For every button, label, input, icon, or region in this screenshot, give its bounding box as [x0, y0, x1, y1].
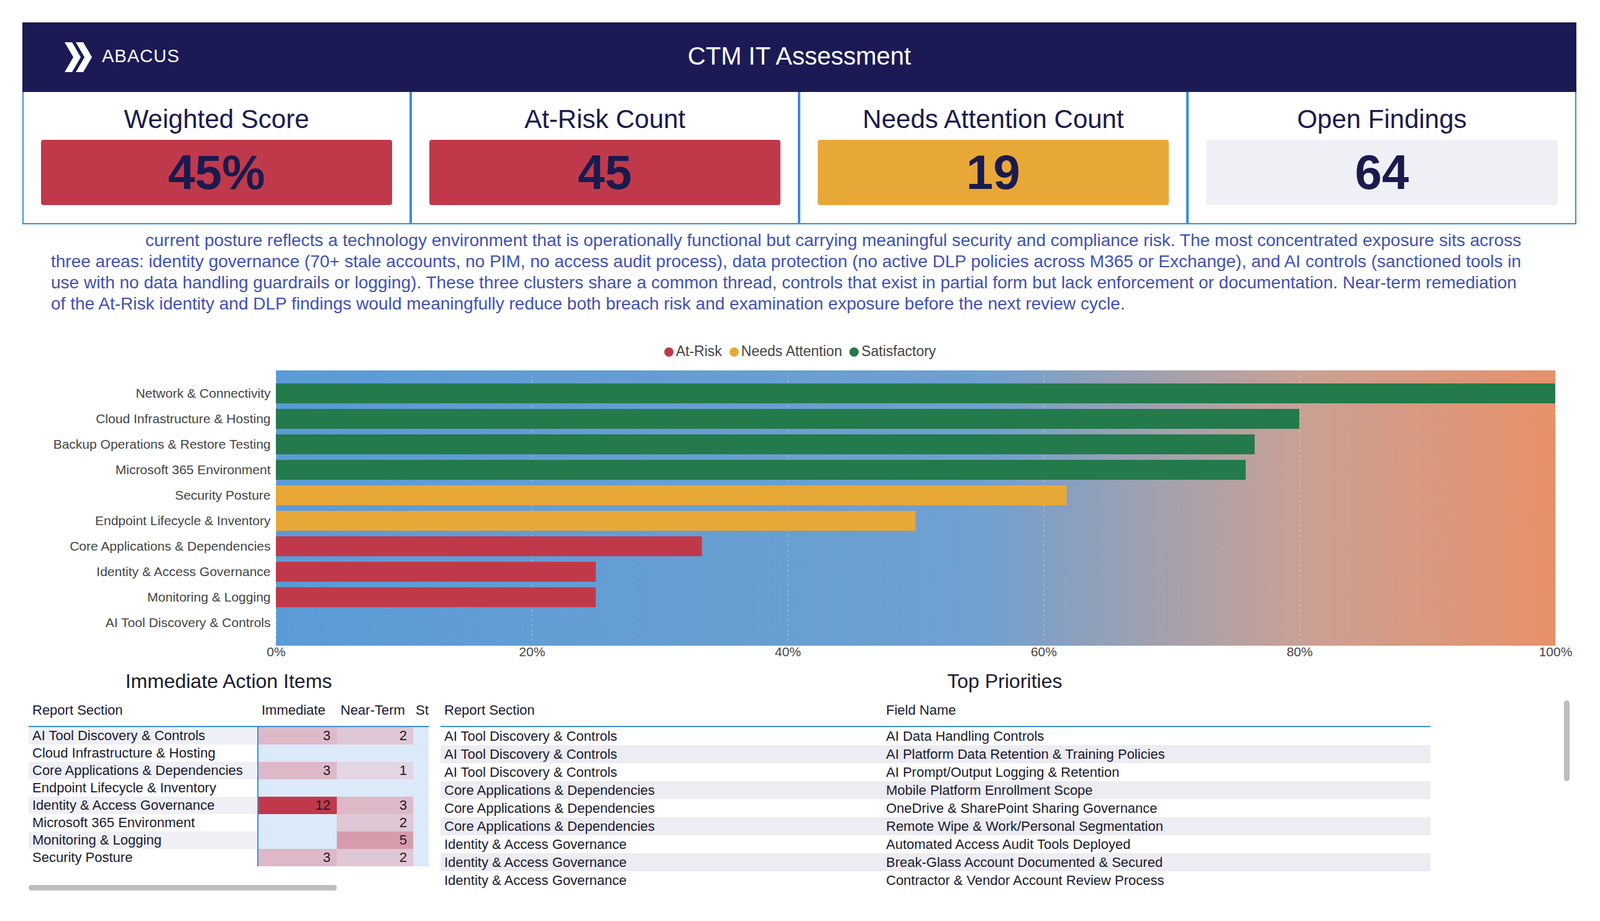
svg-text:0%: 0% [266, 644, 286, 659]
html-text:3: 3 [399, 797, 407, 813]
html-text:3: 3 [322, 727, 331, 744]
html-text:Monitoring & Logging: Monitoring & Logging [32, 832, 162, 848]
html-text:1: 1 [399, 762, 407, 778]
html-text:current posture reflects a tec: current posture reflects a technology en… [50, 230, 1522, 314]
html-text:Immediate Action Items: Immediate Action Items [125, 669, 332, 693]
svg-text:Cloud Infrastructure & Hosting: Cloud Infrastructure & Hosting [95, 411, 271, 426]
html-text:5: 5 [399, 832, 407, 848]
html-text:Core Applications & Dependenci: Core Applications & Dependencies [444, 800, 655, 816]
html-text:Automated Access Audit Tools D: Automated Access Audit Tools Deployed [886, 836, 1131, 852]
html-text:CTM IT Assessment: CTM IT Assessment [687, 42, 912, 70]
svg-text:Identity & Access Governance: Identity & Access Governance [96, 564, 271, 579]
svg-text:60%: 60% [1030, 644, 1057, 659]
html-text:AI Platform Data Retention & T: AI Platform Data Retention & Training Po… [886, 746, 1165, 762]
html-text:Top Priorities: Top Priorities [947, 669, 1063, 693]
html-text:Satisfactory: Satisfactory [861, 342, 936, 360]
html-text:Needs Attention Count: Needs Attention Count [862, 104, 1124, 134]
html-text:Remote Wipe & Work/Personal Se: Remote Wipe & Work/Personal Segmentation [886, 818, 1164, 834]
html-text:At-Risk Count: At-Risk Count [524, 104, 686, 134]
html-text:Microsoft 365 Environment: Microsoft 365 Environment [32, 814, 195, 831]
html-text:45%: 45% [168, 144, 266, 200]
svg-text:Network & Connectivity: Network & Connectivity [135, 385, 271, 401]
html-text:Core Applications & Dependenci: Core Applications & Dependencies [444, 818, 655, 834]
html-text:AI Tool Discovery & Controls: AI Tool Discovery & Controls [32, 727, 206, 744]
html-text:2: 2 [399, 727, 407, 744]
html-text:Weighted Score: Weighted Score [123, 104, 310, 134]
svg-text:80%: 80% [1286, 644, 1313, 659]
html-text:12: 12 [315, 797, 331, 813]
html-text:2: 2 [399, 814, 407, 831]
html-text:St: St [415, 702, 429, 718]
html-text:45: 45 [577, 144, 632, 200]
html-text:AI Tool Discovery & Controls: AI Tool Discovery & Controls [444, 746, 618, 762]
html-text:2: 2 [399, 849, 407, 865]
html-text:Identity & Access Governance: Identity & Access Governance [444, 854, 627, 870]
svg-text:AI Tool Discovery & Controls: AI Tool Discovery & Controls [105, 615, 271, 630]
svg-text:Endpoint Lifecycle & Inventory: Endpoint Lifecycle & Inventory [95, 513, 271, 528]
html-text:Report Section: Report Section [444, 702, 535, 718]
html-text:At-Risk: At-Risk [675, 342, 722, 360]
svg-text:Backup Operations & Restore Te: Backup Operations & Restore Testing [53, 436, 271, 452]
html-text:AI Data Handling Controls: AI Data Handling Controls [886, 728, 1045, 744]
html-text:19: 19 [966, 144, 1021, 200]
html-text:64: 64 [1354, 144, 1409, 200]
html-text:Identity & Access Governance: Identity & Access Governance [444, 836, 627, 852]
html-text:AI Tool Discovery & Controls: AI Tool Discovery & Controls [444, 764, 618, 780]
html-text:Core Applications & Dependenci: Core Applications & Dependencies [444, 782, 655, 798]
html-text:AI Tool Discovery & Controls: AI Tool Discovery & Controls [444, 728, 618, 744]
html-text:Endpoint Lifecycle & Inventory: Endpoint Lifecycle & Inventory [32, 779, 217, 796]
svg-text:Monitoring & Logging: Monitoring & Logging [147, 589, 271, 604]
html-text:Identity & Access Governance: Identity & Access Governance [32, 797, 215, 813]
html-text:Identity & Access Governance: Identity & Access Governance [444, 872, 627, 888]
html-text:3: 3 [322, 762, 331, 778]
html-text:Near-Term: Near-Term [340, 702, 406, 718]
svg-text:40%: 40% [774, 644, 801, 659]
html-text:Immediate: Immediate [261, 702, 326, 718]
html-text:Field Name: Field Name [886, 702, 956, 718]
html-text:OneDrive & SharePoint Sharing: OneDrive & SharePoint Sharing Governance [886, 800, 1158, 816]
html-text:Security Posture: Security Posture [32, 849, 133, 865]
svg-text:Core Applications & Dependenci: Core Applications & Dependencies [69, 538, 271, 554]
html-text:Core Applications & Dependenci: Core Applications & Dependencies [32, 762, 243, 778]
html-text:Report Section: Report Section [32, 702, 123, 718]
html-text:3: 3 [322, 849, 331, 865]
html-text:Contractor & Vendor Account Re: Contractor & Vendor Account Review Proce… [886, 872, 1165, 888]
html-text:AI Prompt/Output Logging & Ret: AI Prompt/Output Logging & Retention [886, 764, 1120, 780]
html-text:ABACUS: ABACUS [101, 45, 180, 66]
html-text:Open Findings: Open Findings [1297, 104, 1467, 134]
html-text:Mobile Platform Enrollment Sco: Mobile Platform Enrollment Scope [886, 782, 1093, 798]
html-text:Break-Glass Account Documented: Break-Glass Account Documented & Secured [886, 854, 1163, 870]
svg-text:100%: 100% [1539, 644, 1573, 659]
html-text:Needs Attention: Needs Attention [741, 342, 843, 360]
html-text:Cloud Infrastructure & Hosting: Cloud Infrastructure & Hosting [32, 745, 216, 761]
svg-text:Security Posture: Security Posture [174, 487, 271, 503]
svg-text:Microsoft 365 Environment: Microsoft 365 Environment [115, 462, 271, 477]
svg-text:20%: 20% [518, 644, 545, 659]
